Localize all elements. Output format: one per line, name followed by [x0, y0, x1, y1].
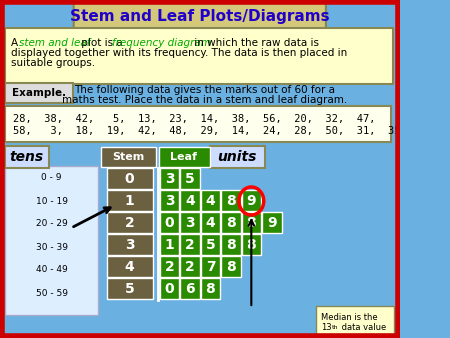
Text: The following data gives the marks out of 60 for a: The following data gives the marks out o…: [74, 85, 335, 95]
FancyBboxPatch shape: [201, 212, 220, 233]
FancyBboxPatch shape: [221, 256, 241, 277]
Text: 4: 4: [206, 216, 216, 230]
Text: 8: 8: [226, 216, 236, 230]
Text: 2: 2: [165, 260, 175, 274]
Text: 1: 1: [125, 194, 135, 208]
FancyBboxPatch shape: [210, 146, 265, 168]
Text: 8: 8: [226, 194, 236, 208]
Text: 5: 5: [125, 282, 135, 296]
Text: 9: 9: [267, 216, 277, 230]
FancyBboxPatch shape: [180, 256, 200, 277]
FancyBboxPatch shape: [242, 234, 261, 255]
FancyBboxPatch shape: [160, 256, 180, 277]
Text: 2: 2: [125, 216, 135, 230]
Text: 40 - 49: 40 - 49: [36, 266, 68, 274]
Text: 8: 8: [247, 238, 256, 252]
Text: Example.: Example.: [12, 88, 66, 98]
Text: 2: 2: [185, 260, 195, 274]
FancyBboxPatch shape: [74, 3, 326, 29]
Text: stem and leaf: stem and leaf: [18, 38, 90, 48]
FancyBboxPatch shape: [107, 212, 153, 233]
Text: A: A: [11, 38, 21, 48]
FancyBboxPatch shape: [159, 147, 210, 167]
FancyBboxPatch shape: [221, 190, 241, 211]
Text: th: th: [332, 325, 339, 330]
FancyBboxPatch shape: [201, 278, 220, 299]
Text: Median is the: Median is the: [321, 313, 378, 321]
FancyBboxPatch shape: [201, 234, 220, 255]
Text: 50 - 59: 50 - 59: [36, 289, 68, 297]
Text: 8: 8: [247, 216, 256, 230]
FancyBboxPatch shape: [316, 306, 394, 334]
Text: 20 - 29: 20 - 29: [36, 219, 68, 228]
Text: plot is a: plot is a: [78, 38, 126, 48]
Text: displayed together with its frequency. The data is then placed in: displayed together with its frequency. T…: [11, 48, 347, 58]
Text: 28,  38,  42,   5,  13,  23,  14,  38,  56,  20,  32,  47,: 28, 38, 42, 5, 13, 23, 14, 38, 56, 20, 3…: [14, 114, 376, 124]
FancyBboxPatch shape: [160, 234, 180, 255]
FancyBboxPatch shape: [160, 168, 180, 189]
Text: 9: 9: [247, 194, 256, 208]
Text: 3: 3: [125, 238, 135, 252]
FancyBboxPatch shape: [107, 168, 153, 189]
Text: 3: 3: [185, 216, 195, 230]
Text: in which the raw data is: in which the raw data is: [191, 38, 319, 48]
Text: Stem and Leaf Plots/Diagrams: Stem and Leaf Plots/Diagrams: [70, 9, 329, 24]
FancyBboxPatch shape: [5, 28, 393, 84]
FancyBboxPatch shape: [5, 106, 391, 142]
FancyBboxPatch shape: [242, 212, 261, 233]
FancyBboxPatch shape: [107, 278, 153, 299]
FancyBboxPatch shape: [160, 212, 180, 233]
Text: 30 - 39: 30 - 39: [36, 242, 68, 251]
FancyBboxPatch shape: [180, 278, 200, 299]
FancyBboxPatch shape: [180, 212, 200, 233]
Text: 13: 13: [321, 322, 332, 332]
Text: 2: 2: [185, 238, 195, 252]
Text: 8: 8: [206, 282, 216, 296]
Text: 5: 5: [185, 172, 195, 186]
FancyBboxPatch shape: [180, 190, 200, 211]
Text: 10 - 19: 10 - 19: [36, 196, 68, 206]
FancyBboxPatch shape: [5, 166, 98, 315]
FancyBboxPatch shape: [107, 256, 153, 277]
Text: 58,   3,  18,  19,  42,  48,  29,  14,  24,  28,  50,  31,  35: 58, 3, 18, 19, 42, 48, 29, 14, 24, 28, 5…: [14, 126, 401, 136]
FancyBboxPatch shape: [160, 190, 180, 211]
FancyBboxPatch shape: [160, 278, 180, 299]
FancyBboxPatch shape: [201, 256, 220, 277]
Text: 0: 0: [165, 282, 175, 296]
Text: 7: 7: [206, 260, 215, 274]
FancyBboxPatch shape: [5, 146, 49, 168]
FancyBboxPatch shape: [107, 234, 153, 255]
Text: 8: 8: [226, 260, 236, 274]
Text: Leaf: Leaf: [171, 152, 198, 162]
FancyBboxPatch shape: [262, 212, 282, 233]
Text: 8: 8: [226, 238, 236, 252]
Text: 4: 4: [125, 260, 135, 274]
Text: 4: 4: [185, 194, 195, 208]
FancyBboxPatch shape: [5, 83, 73, 103]
FancyBboxPatch shape: [101, 147, 156, 167]
FancyBboxPatch shape: [242, 190, 261, 211]
Text: 0 - 9: 0 - 9: [41, 173, 62, 183]
Text: suitable groups.: suitable groups.: [11, 58, 95, 68]
FancyBboxPatch shape: [201, 190, 220, 211]
FancyBboxPatch shape: [221, 234, 241, 255]
FancyBboxPatch shape: [221, 212, 241, 233]
Text: tens: tens: [9, 150, 44, 164]
Text: 6: 6: [185, 282, 195, 296]
Text: units: units: [217, 150, 257, 164]
FancyBboxPatch shape: [180, 168, 200, 189]
FancyBboxPatch shape: [107, 190, 153, 211]
Text: 4: 4: [206, 194, 216, 208]
Text: data value: data value: [339, 322, 387, 332]
Text: 3: 3: [165, 194, 175, 208]
Text: 3: 3: [165, 172, 175, 186]
Text: maths test. Place the data in a stem and leaf diagram.: maths test. Place the data in a stem and…: [62, 95, 347, 105]
Text: 1: 1: [165, 238, 175, 252]
Text: Stem: Stem: [112, 152, 145, 162]
Text: 0: 0: [165, 216, 175, 230]
Text: frequency diagram: frequency diagram: [112, 38, 211, 48]
FancyBboxPatch shape: [180, 234, 200, 255]
Text: 5: 5: [206, 238, 216, 252]
Text: 0: 0: [125, 172, 135, 186]
